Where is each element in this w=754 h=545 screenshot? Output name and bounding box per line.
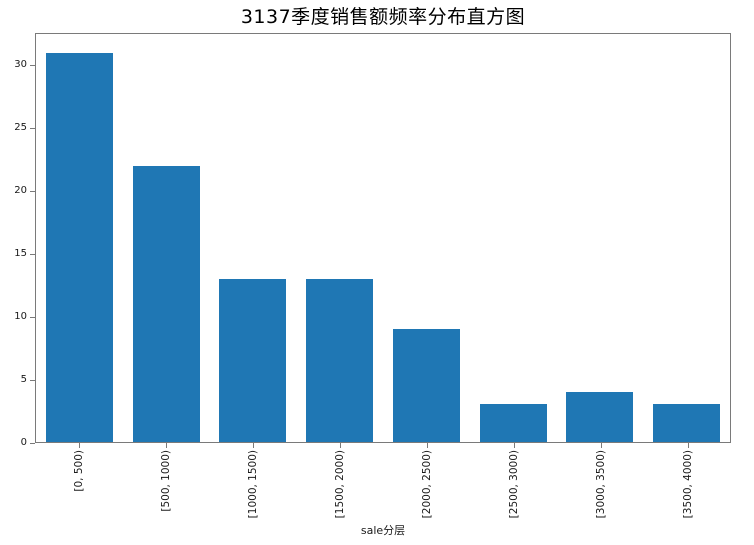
chart-title: 3137季度销售额频率分布直方图 bbox=[240, 6, 526, 28]
x-tick-mark bbox=[253, 443, 254, 448]
x-tick-label: [0, 500) bbox=[72, 450, 85, 492]
y-tick-label: 20 bbox=[14, 185, 27, 196]
bar-3 bbox=[306, 279, 374, 442]
bar-slot bbox=[36, 34, 123, 442]
x-tick-mark bbox=[688, 443, 689, 448]
bar-slot bbox=[470, 34, 557, 442]
bar-1 bbox=[132, 166, 200, 442]
x-tick-label: [1500, 2000) bbox=[333, 450, 346, 519]
x-tick-label: [1000, 1500) bbox=[246, 450, 259, 519]
x-tick-labels: [0, 500) [500, 1000) [1000, 1500) [1500, 20… bbox=[35, 450, 731, 518]
x-tick-label: [3500, 4000) bbox=[681, 450, 694, 519]
bar-slot bbox=[383, 34, 470, 442]
x-axis-label: sale分层 bbox=[360, 524, 406, 537]
y-tick-label: 30 bbox=[14, 59, 27, 70]
x-tick-label: [2000, 2500) bbox=[420, 450, 433, 519]
y-tick-label: 10 bbox=[14, 311, 27, 322]
x-tick-label: [2500, 3000) bbox=[507, 450, 520, 519]
bar-6 bbox=[566, 391, 634, 442]
bar-slot bbox=[123, 34, 210, 442]
y-tick-label: 15 bbox=[14, 248, 27, 259]
y-tick-mark bbox=[30, 443, 35, 444]
bar-4 bbox=[392, 329, 460, 442]
bar-slot bbox=[643, 34, 730, 442]
bars-container bbox=[36, 34, 730, 442]
bar-2 bbox=[219, 279, 287, 442]
x-tick-label-cell: [1000, 1500) bbox=[209, 450, 296, 518]
bar-7 bbox=[653, 404, 721, 442]
x-tick-label-cell: [3000, 3500) bbox=[557, 450, 644, 518]
bar-slot bbox=[557, 34, 644, 442]
y-tick-label: 0 bbox=[20, 437, 27, 448]
y-tick-label: 5 bbox=[20, 374, 27, 385]
x-tick-mark bbox=[427, 443, 428, 448]
x-tick-mark bbox=[79, 443, 80, 448]
x-tick-label: [3000, 3500) bbox=[594, 450, 607, 519]
y-tick-label: 25 bbox=[14, 122, 27, 133]
x-tick-label-cell: [2000, 2500) bbox=[383, 450, 470, 518]
x-tick-label-cell: [1500, 2000) bbox=[296, 450, 383, 518]
x-tick-mark bbox=[601, 443, 602, 448]
x-tick-label-cell: [0, 500) bbox=[35, 450, 122, 492]
x-tick-label: [500, 1000) bbox=[159, 450, 172, 512]
x-tick-mark bbox=[166, 443, 167, 448]
x-tick-mark bbox=[340, 443, 341, 448]
bar-slot bbox=[296, 34, 383, 442]
x-tick-label-cell: [3500, 4000) bbox=[644, 450, 731, 518]
x-tick-label-cell: [500, 1000) bbox=[122, 450, 209, 512]
plot-area bbox=[35, 33, 731, 443]
bar-5 bbox=[479, 404, 547, 442]
x-tick-label-cell: [2500, 3000) bbox=[470, 450, 557, 518]
bar-slot bbox=[210, 34, 297, 442]
bar-0 bbox=[45, 53, 113, 442]
x-tick-mark bbox=[514, 443, 515, 448]
